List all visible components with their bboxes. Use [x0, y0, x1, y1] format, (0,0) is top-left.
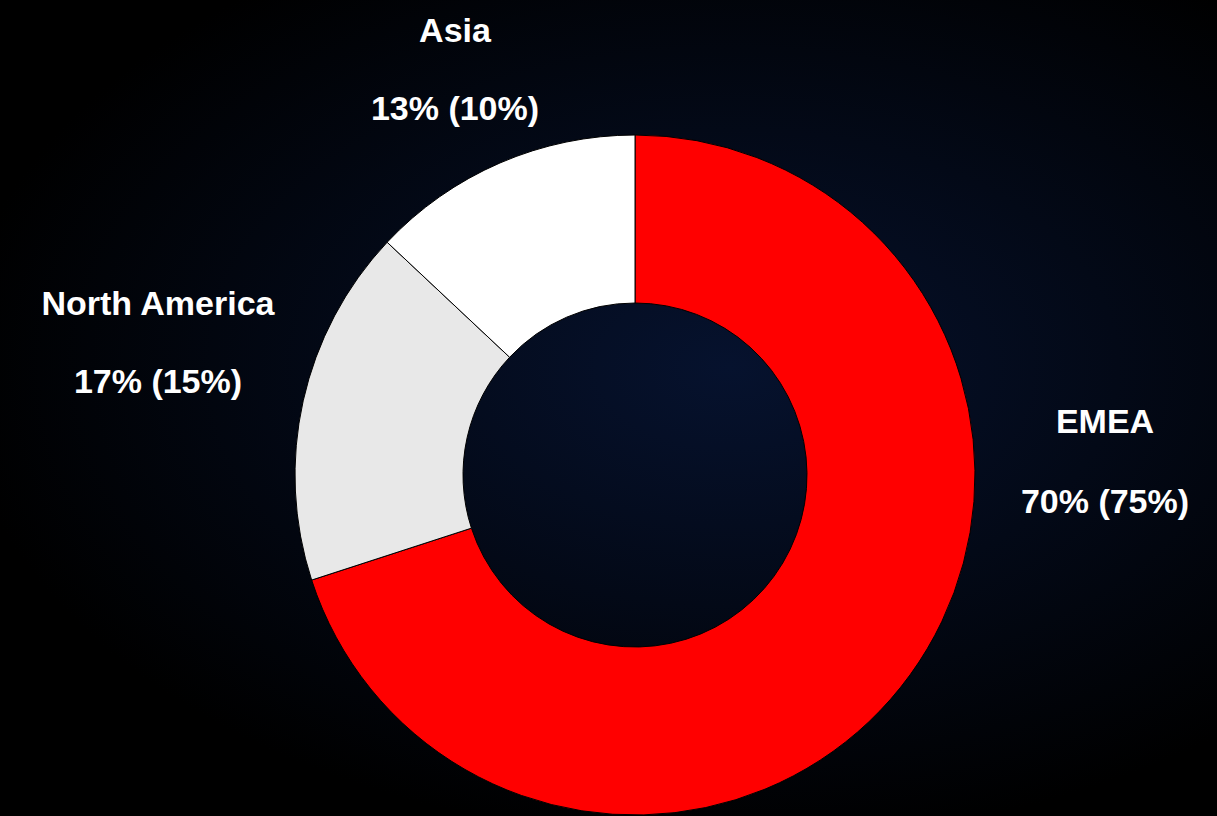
svg-text:North America: North America [41, 284, 275, 322]
svg-text:Asia: Asia [419, 11, 492, 49]
svg-text:70% (75%): 70% (75%) [1021, 482, 1189, 520]
svg-text:17% (15%): 17% (15%) [74, 362, 242, 400]
svg-text:13% (10%): 13% (10%) [371, 89, 539, 127]
svg-text:EMEA: EMEA [1056, 402, 1154, 440]
